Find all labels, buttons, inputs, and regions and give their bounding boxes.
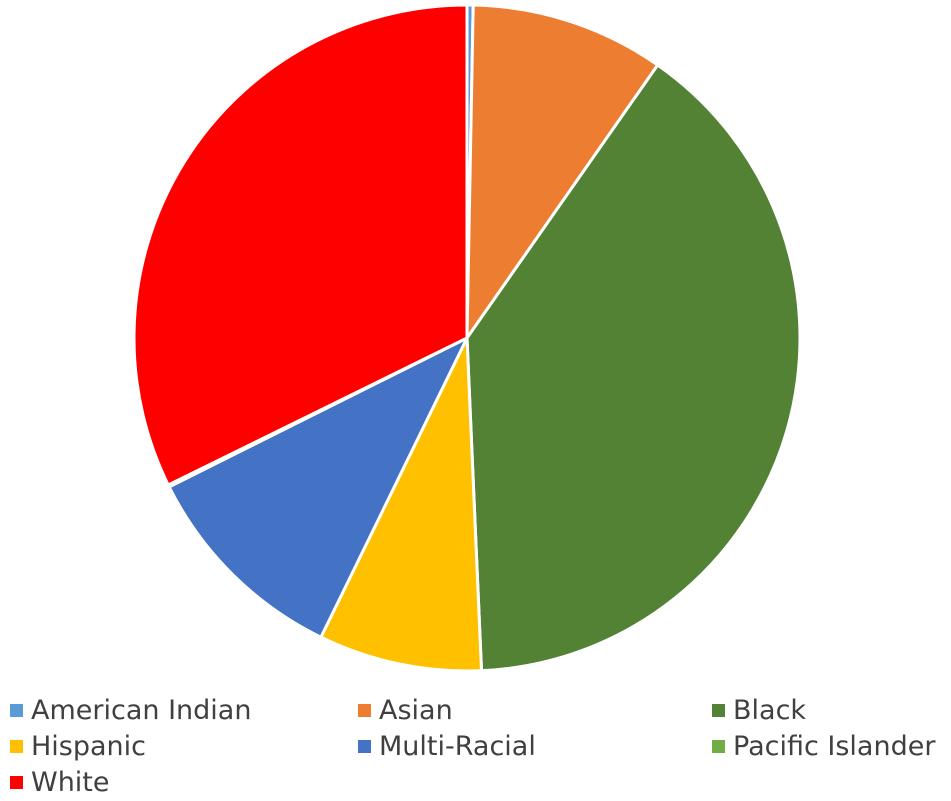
pie-slice-white [132,3,469,487]
legend-label: Black [733,694,807,726]
pie-slice-black [465,63,802,673]
legend-item-multi-racial: Multi-Racial [358,728,536,764]
legend-label: White [31,766,110,798]
legend-swatch [10,703,23,717]
legend-label: American Indian [31,694,252,726]
legend-item-pacific-islander: Pacific Islander [712,728,935,764]
pie-slice-hispanic [319,336,483,673]
legend-swatch [10,739,23,753]
legend-item-hispanic: Hispanic [10,728,146,764]
pie-slice-asian [465,3,660,340]
legend-item-asian: Asian [358,692,453,728]
pie-chart [132,3,802,673]
legend-swatch [712,739,725,753]
legend-item-black: Black [712,692,806,728]
legend-label: Pacific Islander [733,730,936,762]
legend-label: Multi-Racial [379,730,536,762]
legend-swatch [10,775,23,789]
legend-label: Hispanic [31,730,147,762]
legend-item-american-indian: American Indian [10,692,251,728]
legend-item-white: White [10,764,110,800]
legend-swatch [358,739,371,753]
legend-swatch [712,703,725,717]
chart-legend: American Indian Asian Black Hispanic Multi-R… [0,690,951,801]
pie-slice-multi-racial [167,336,469,639]
legend-label: Asian [379,694,453,726]
legend-swatch [358,703,371,717]
